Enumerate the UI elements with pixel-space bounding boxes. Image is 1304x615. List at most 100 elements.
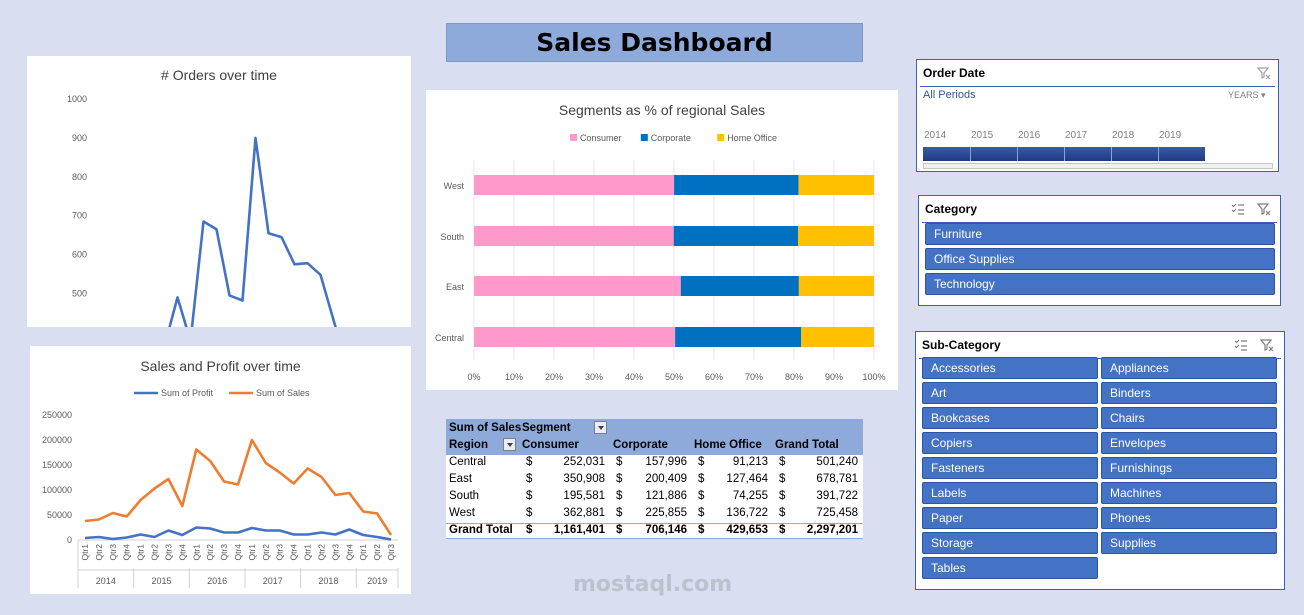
pivot-bottom-border [446, 538, 863, 539]
x-tick-label: 40% [625, 372, 643, 382]
subcategory-item-phones[interactable]: Phones [1101, 507, 1277, 529]
currency-symbol: $ [616, 473, 623, 485]
sales-pivot-table[interactable]: Sum of Sales Segment Region Consumer Cor… [446, 419, 863, 539]
subcategory-item-machines[interactable]: Machines [1101, 482, 1277, 504]
subcategory-item-furnishings[interactable]: Furnishings [1101, 457, 1277, 479]
bar-segment-home-office[interactable] [798, 175, 874, 195]
order-date-title: Order Date [923, 66, 986, 80]
subcategory-item-binders[interactable]: Binders [1101, 382, 1277, 404]
category-item-technology[interactable]: Technology [925, 273, 1275, 295]
bar-segment-corporate[interactable] [674, 175, 799, 195]
pivot-row-field-label: Region [449, 439, 488, 451]
currency-symbol: $ [698, 524, 705, 536]
x-tick-label: 20% [545, 372, 563, 382]
subcategory-item-copiers[interactable]: Copiers [922, 432, 1098, 454]
legend-swatch [570, 134, 577, 141]
subcategory-item-fasteners[interactable]: Fasteners [922, 457, 1098, 479]
x-tick-label: Qtr3 [108, 544, 118, 561]
time-level-dropdown[interactable]: YEARS ▾ [1228, 90, 1266, 101]
currency-symbol: $ [779, 524, 786, 536]
timeline-scrollbar[interactable] [923, 163, 1273, 169]
timeline-tick [1017, 147, 1018, 161]
legend-label: Home Office [727, 133, 777, 143]
bar-segment-home-office[interactable] [798, 226, 874, 246]
x-tick-label: Qtr2 [94, 544, 104, 561]
y-tick-label: 100000 [42, 485, 72, 495]
y-category-label: Central [435, 333, 464, 343]
currency-symbol: $ [698, 490, 705, 502]
year-label: 2015 [151, 576, 171, 586]
category-slicer[interactable]: Category Furniture Office Supplies Technol… [918, 195, 1281, 306]
timeline-tick [1064, 147, 1065, 161]
bar-segment-home-office[interactable] [801, 327, 874, 347]
x-tick-label: Qtr2 [205, 544, 215, 561]
chevron-down-icon: ▾ [1261, 90, 1266, 100]
x-tick-label: Qtr2 [372, 544, 382, 561]
subcategory-item-labels[interactable]: Labels [922, 482, 1098, 504]
x-tick-label: Qtr1 [191, 544, 201, 561]
subcategory-item-paper[interactable]: Paper [922, 507, 1098, 529]
timeline-year-label[interactable]: 2014 [924, 130, 947, 141]
currency-symbol: $ [526, 490, 533, 502]
pivot-row-label: East [449, 473, 473, 485]
subcategory-item-tables[interactable]: Tables [922, 557, 1098, 579]
currency-symbol: $ [698, 507, 705, 519]
bar-segment-consumer[interactable] [474, 327, 676, 347]
legend-label: Consumer [580, 133, 622, 143]
year-label: 2017 [263, 576, 283, 586]
pivot-value-cell: 91,213 [732, 456, 768, 468]
orders-chart-title: # Orders over time [161, 67, 277, 83]
currency-symbol: $ [616, 490, 623, 502]
x-tick-label: Qtr1 [80, 544, 90, 561]
bar-segment-corporate[interactable] [675, 327, 802, 347]
segments-chart-panel[interactable]: Segments as % of regional Sales Consumer… [426, 90, 898, 390]
y-tick-label: 250000 [42, 410, 72, 420]
bar-segment-corporate[interactable] [673, 226, 799, 246]
clear-filter-icon[interactable] [1260, 338, 1274, 352]
y-tick-label: 50000 [47, 510, 72, 520]
subcategory-item-bookcases[interactable]: Bookcases [922, 407, 1098, 429]
subcategory-item-envelopes[interactable]: Envelopes [1101, 432, 1277, 454]
timeline-year-label[interactable]: 2016 [1018, 130, 1041, 141]
subcategory-item-appliances[interactable]: Appliances [1101, 357, 1277, 379]
y-tick-label: 600 [72, 250, 87, 260]
pivot-value-cell: 1,161,401 [553, 524, 605, 536]
pivot-value-cell: 157,996 [645, 456, 687, 468]
multi-select-icon[interactable] [1234, 338, 1248, 352]
clear-filter-icon[interactable] [1257, 202, 1271, 216]
clear-filter-icon[interactable] [1257, 66, 1271, 80]
watermark: mostaql.com [573, 572, 733, 597]
timeline-year-label[interactable]: 2019 [1159, 130, 1182, 141]
bar-segment-home-office[interactable] [798, 276, 874, 296]
subcategory-item-storage[interactable]: Storage [922, 532, 1098, 554]
category-item-office-supplies[interactable]: Office Supplies [925, 248, 1275, 270]
y-tick-label: 500 [72, 289, 87, 299]
orders-chart-panel[interactable]: # Orders over time 010020030040050060070… [27, 56, 411, 536]
category-item-furniture[interactable]: Furniture [925, 223, 1275, 245]
sales-profit-chart-title: Sales and Profit over time [140, 358, 301, 374]
pivot-value-cell: 121,886 [645, 490, 687, 502]
subcategory-slicer[interactable]: Sub-Category Accessories Appliances Art Bin… [915, 331, 1285, 590]
timeline-year-label[interactable]: 2017 [1065, 130, 1088, 141]
subcategory-item-art[interactable]: Art [922, 382, 1098, 404]
timeline-year-label[interactable]: 2015 [971, 130, 994, 141]
bar-segment-consumer[interactable] [474, 175, 675, 195]
y-tick-label: 150000 [42, 460, 72, 470]
timeline-year-label[interactable]: 2018 [1112, 130, 1135, 141]
sales-profit-chart-panel[interactable]: Sales and Profit over time Sum of Profit… [30, 346, 411, 594]
bar-segment-consumer[interactable] [474, 226, 674, 246]
subcategory-item-accessories[interactable]: Accessories [922, 357, 1098, 379]
segment-filter-dropdown[interactable] [594, 421, 607, 434]
x-tick-label: Qtr1 [358, 544, 368, 561]
multi-select-icon[interactable] [1231, 202, 1245, 216]
x-tick-label: Qtr3 [386, 544, 396, 561]
x-tick-label: 0% [467, 372, 480, 382]
subcategory-item-chairs[interactable]: Chairs [1101, 407, 1277, 429]
bar-segment-consumer[interactable] [474, 276, 681, 296]
x-tick-label: Qtr3 [275, 544, 285, 561]
bar-segment-corporate[interactable] [680, 276, 799, 296]
x-tick-label: 50% [665, 372, 683, 382]
order-date-timeline[interactable]: Order Date All Periods YEARS ▾ 2014 2015 2… [916, 59, 1279, 172]
region-filter-dropdown[interactable] [503, 438, 516, 451]
subcategory-item-supplies[interactable]: Supplies [1101, 532, 1277, 554]
